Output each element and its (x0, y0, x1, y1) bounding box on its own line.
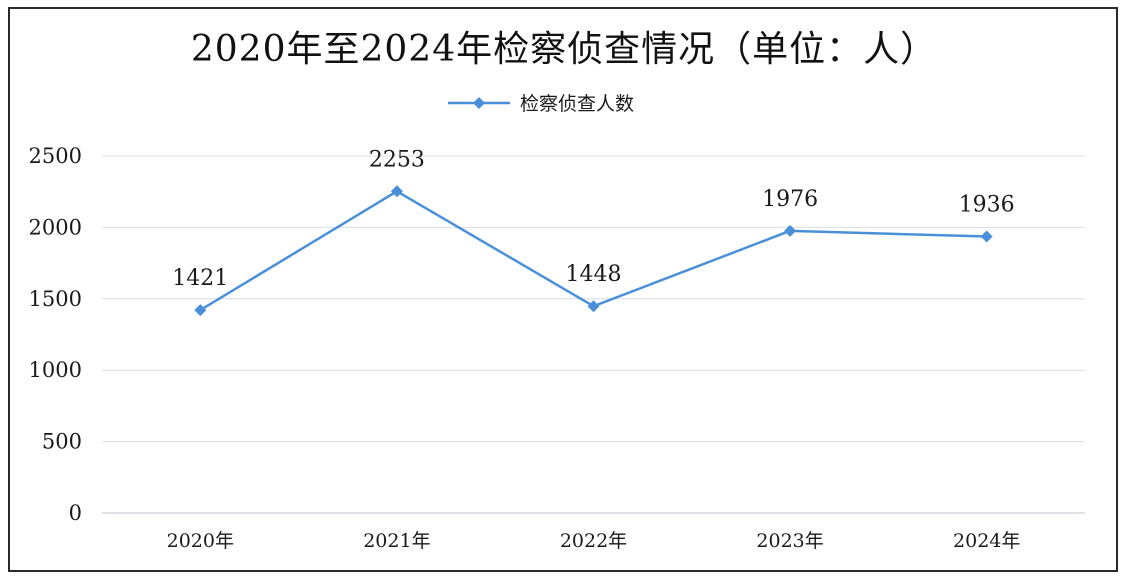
y-tick-label: 1500 (29, 287, 82, 311)
series-line (199, 190, 987, 312)
data-label: 1448 (566, 262, 622, 287)
x-tick-label: 2021年 (363, 530, 430, 552)
x-tick-label: 2022年 (560, 530, 627, 552)
x-tick-label: 2024年 (953, 530, 1020, 552)
data-point (194, 304, 207, 317)
chart-title: 2020年至2024年检察侦查情况（单位：人） (190, 29, 938, 70)
y-tick-label: 0 (69, 501, 82, 525)
y-tick-label: 500 (42, 430, 82, 454)
x-tick-label: 2020年 (167, 530, 234, 552)
legend-label: 检察侦查人数 (520, 93, 634, 115)
data-point (587, 300, 600, 313)
data-point (784, 224, 797, 237)
data-point (390, 185, 403, 198)
data-label: 1936 (959, 193, 1015, 218)
data-label: 1421 (172, 266, 228, 291)
legend-marker (473, 97, 485, 109)
data-point (980, 230, 993, 243)
data-label: 1976 (762, 187, 818, 212)
y-tick-label: 2000 (29, 215, 82, 239)
x-tick-label: 2023年 (756, 530, 823, 552)
y-tick-label: 1000 (29, 358, 82, 382)
data-label: 2253 (369, 147, 425, 172)
y-tick-label: 2500 (29, 144, 82, 168)
